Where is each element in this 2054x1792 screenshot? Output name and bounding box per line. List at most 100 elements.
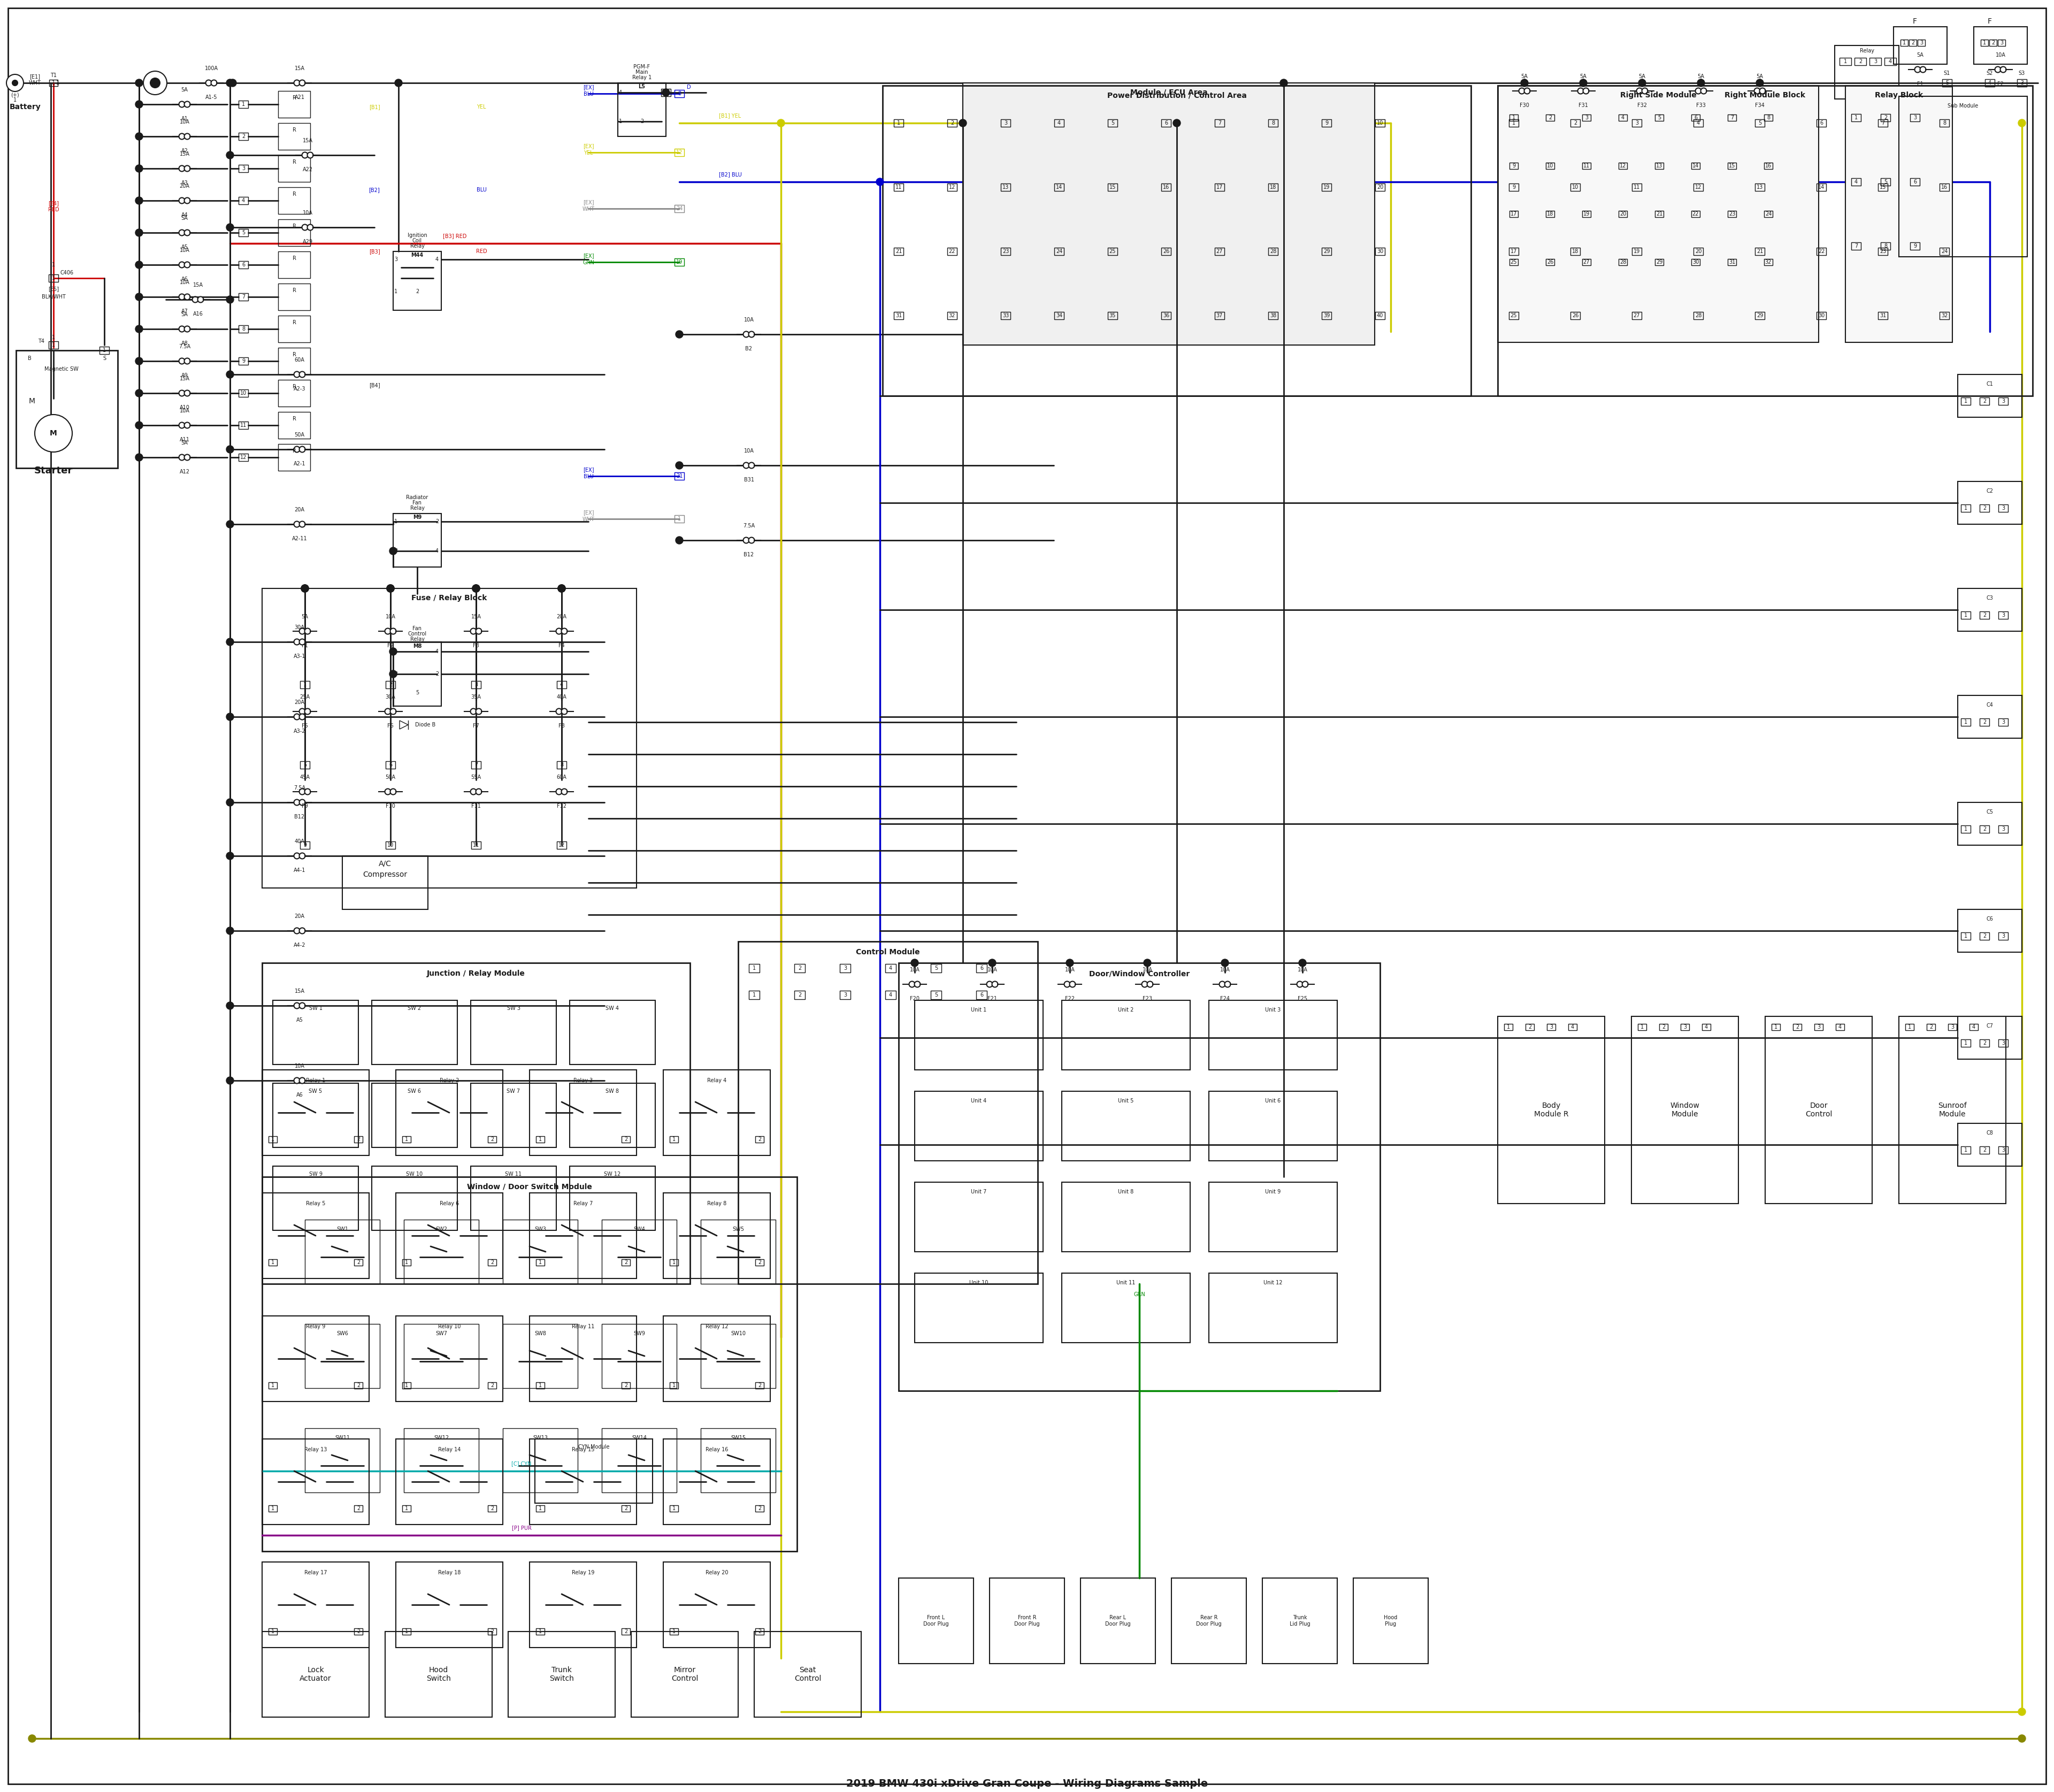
Text: C1: C1 [1986,382,1992,387]
Circle shape [294,371,300,378]
Bar [1999,932,2009,939]
Text: BLK/WHT: BLK/WHT [41,294,66,299]
Circle shape [1577,88,1584,93]
Text: [EX]: [EX] [583,253,594,258]
Text: 1: 1 [1964,613,1968,618]
Bar [1633,247,1641,254]
Bar [489,1260,497,1265]
Text: 29: 29 [1323,249,1329,254]
Text: 11: 11 [896,185,902,190]
Bar [300,681,310,688]
Text: Fan: Fan [413,625,421,631]
Text: 35A: 35A [470,694,481,699]
Text: 2: 2 [758,1629,762,1634]
Bar [930,991,941,1000]
Text: 9: 9 [1325,120,1329,125]
Bar [1764,163,1773,168]
Text: 4: 4 [1890,59,1892,65]
Text: 15A: 15A [470,615,481,620]
Text: 6: 6 [242,262,244,267]
Text: 45A: 45A [300,774,310,780]
Bar [622,1382,631,1389]
Text: L5: L5 [639,84,645,90]
Text: SW 9: SW 9 [308,1172,322,1177]
Bar [754,1631,861,1717]
Bar [1263,1579,1337,1663]
Bar [569,1082,655,1147]
Bar [1881,115,1890,122]
Bar [530,1563,637,1647]
Bar [1080,1579,1154,1663]
Bar [1214,312,1224,319]
Bar [1877,312,1888,319]
Text: SW 12: SW 12 [604,1172,620,1177]
Text: 1: 1 [271,1383,275,1389]
Text: [B1]: [B1] [370,104,380,109]
Text: RED: RED [477,249,487,254]
Circle shape [1920,66,1927,72]
Circle shape [1994,66,2001,72]
Bar [1957,1016,2021,1059]
Bar [622,1505,631,1512]
Bar [269,1505,277,1512]
Bar [569,1000,655,1064]
Bar [396,1070,503,1156]
Text: Right Module Block: Right Module Block [1725,91,1805,99]
Bar [1692,312,1703,319]
Text: Unit 7: Unit 7 [972,1190,986,1195]
Text: 32: 32 [1941,314,1947,319]
Text: SW12: SW12 [433,1435,450,1441]
Bar [1957,695,2021,738]
Circle shape [557,629,563,634]
Bar [670,1505,678,1512]
Bar [1957,588,2021,631]
Circle shape [1224,982,1230,987]
Text: 1: 1 [271,1136,275,1142]
Text: 15: 15 [1879,185,1886,190]
Bar [49,340,58,349]
Text: 6: 6 [980,993,984,998]
Circle shape [1914,66,1920,72]
Bar [396,1193,503,1278]
Text: 24: 24 [1056,249,1062,254]
Circle shape [300,81,306,86]
Circle shape [300,799,306,805]
Text: 1: 1 [271,1505,275,1511]
Circle shape [300,371,306,378]
Bar [1908,39,1916,47]
Bar [304,1220,380,1283]
Text: 27: 27 [1584,260,1590,265]
Bar [470,1082,557,1147]
Text: F30: F30 [1520,102,1530,108]
Text: F31: F31 [1580,102,1588,108]
Circle shape [302,152,308,158]
Circle shape [35,414,72,452]
Bar [403,1382,411,1389]
Text: 5: 5 [1111,120,1113,125]
Text: R: R [292,192,296,197]
Text: 23: 23 [1879,249,1886,254]
Text: 1: 1 [538,1136,542,1142]
Text: 2: 2 [799,993,801,998]
Bar [947,247,957,254]
Bar [1962,932,1970,939]
Text: Unit 4: Unit 4 [972,1098,986,1104]
Circle shape [986,982,992,987]
Text: 10A: 10A [294,1063,304,1068]
Circle shape [197,297,203,303]
Bar [557,681,567,688]
Bar [489,1136,497,1143]
Text: 1: 1 [1902,39,1906,45]
Bar [263,1177,797,1552]
Bar [1547,258,1555,265]
Bar [1680,1023,1688,1030]
Bar [914,1000,1043,1070]
Text: 2: 2 [1982,934,1986,939]
Bar [238,100,249,108]
Circle shape [1302,982,1308,987]
Text: Relay 5: Relay 5 [306,1201,325,1206]
Text: 17: 17 [1216,185,1222,190]
Bar [1631,1016,1738,1204]
Text: [EX]: [EX] [583,84,594,90]
Bar [470,842,481,849]
